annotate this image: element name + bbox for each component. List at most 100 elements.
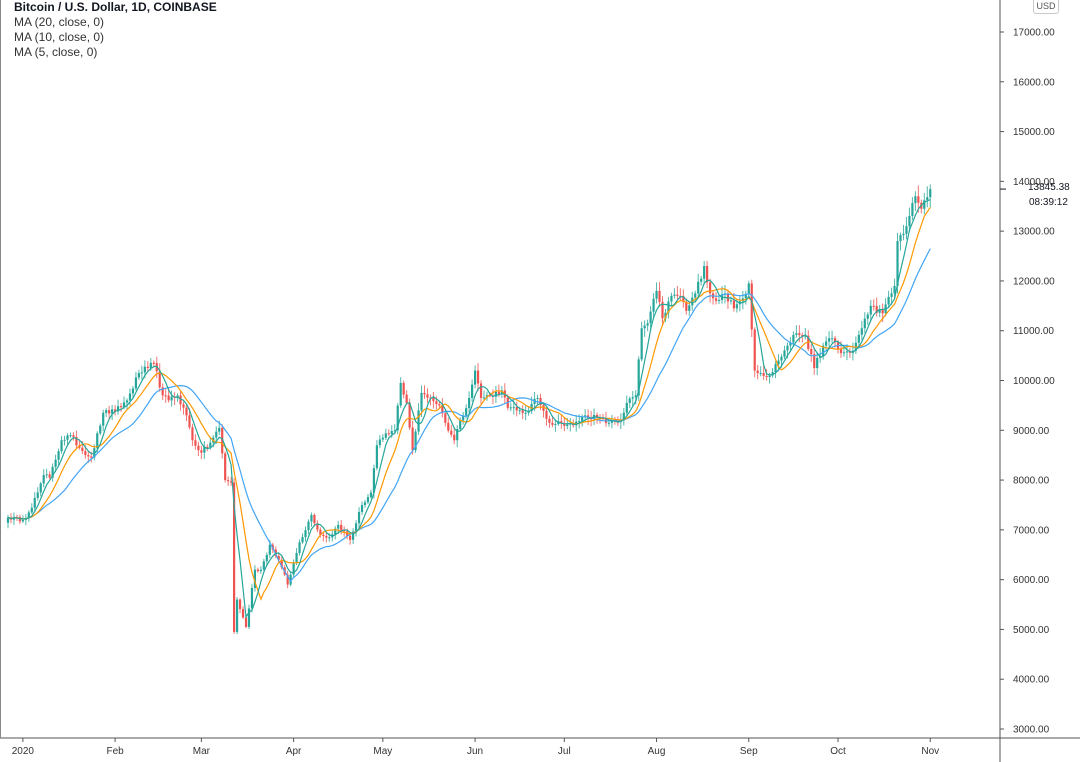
- candle-body: [161, 387, 164, 396]
- candle: [54, 454, 57, 473]
- legend-ma20[interactable]: MA (20, close, 0): [14, 15, 105, 29]
- candle: [426, 388, 429, 403]
- candle-body: [36, 492, 39, 498]
- legend-ma5[interactable]: MA (5, close, 0): [14, 45, 98, 59]
- candle: [369, 489, 373, 499]
- candle-body: [694, 293, 697, 298]
- candle-body: [905, 226, 908, 234]
- candle: [887, 290, 890, 309]
- candle-body: [640, 328, 643, 360]
- candle-body: [366, 497, 370, 503]
- candle: [521, 405, 524, 420]
- candle-body: [250, 587, 254, 609]
- candle: [414, 429, 417, 453]
- currency-button[interactable]: USD: [1033, 0, 1059, 14]
- candle-body: [60, 440, 63, 452]
- candle-body: [902, 233, 905, 236]
- candle: [262, 558, 265, 572]
- candle-body: [402, 382, 405, 395]
- candle-body: [485, 395, 489, 398]
- candle-body: [456, 429, 459, 441]
- candle-body: [134, 377, 138, 389]
- candle-body: [780, 356, 783, 361]
- candle-body: [206, 446, 209, 448]
- candle-body: [578, 421, 581, 423]
- candle: [250, 584, 254, 613]
- candle: [298, 539, 301, 556]
- candle-body: [125, 400, 129, 403]
- candle: [60, 436, 63, 454]
- candle: [765, 369, 768, 381]
- candle-body: [497, 391, 500, 395]
- candle-body: [203, 446, 206, 453]
- candle-body: [75, 436, 78, 446]
- candle-body: [875, 306, 878, 313]
- candle: [238, 598, 242, 614]
- x-tick-label: Jun: [467, 746, 483, 757]
- candle-body: [783, 350, 786, 357]
- candle: [563, 417, 566, 432]
- candle-body: [197, 445, 200, 451]
- candle-body: [581, 416, 584, 422]
- candle-body: [66, 435, 69, 440]
- candles: [6, 184, 932, 635]
- candle-body: [729, 300, 733, 302]
- candle-body: [185, 407, 188, 416]
- y-tick-label: 4000.00: [1013, 675, 1050, 686]
- candle-body: [622, 412, 625, 421]
- candle: [152, 360, 155, 367]
- candle: [717, 295, 721, 304]
- candle: [375, 440, 378, 471]
- candle: [637, 356, 640, 401]
- candle-body: [221, 427, 224, 454]
- y-tick-label: 6000.00: [1013, 575, 1050, 586]
- candle-body: [30, 507, 33, 513]
- candle-body: [658, 290, 661, 302]
- candle: [405, 390, 408, 406]
- candle: [230, 476, 233, 486]
- candle-body: [33, 497, 36, 508]
- candle: [759, 366, 762, 377]
- legend-ma10[interactable]: MA (10, close, 0): [14, 30, 105, 44]
- candle-body: [51, 466, 54, 478]
- candle-body: [360, 504, 364, 512]
- candle-body: [122, 402, 126, 407]
- candle-body: [655, 290, 658, 299]
- candle: [468, 391, 471, 414]
- candle: [509, 402, 512, 412]
- candle-body: [96, 433, 99, 449]
- candle-body: [732, 300, 735, 309]
- x-axis[interactable]: 2020 Feb Mar Apr May Jun Jul Aug Sep Oct Nov: [12, 738, 939, 757]
- candle-body: [774, 364, 777, 373]
- candle: [72, 432, 75, 441]
- x-tick-label: Nov: [921, 746, 939, 757]
- candle-body: [459, 420, 462, 430]
- candle: [911, 197, 914, 221]
- candle-body: [610, 420, 614, 423]
- candle: [286, 570, 289, 589]
- candle: [450, 424, 453, 438]
- candle-body: [923, 200, 926, 209]
- candle: [235, 597, 239, 635]
- candle-body: [262, 561, 265, 570]
- candle-body: [343, 530, 346, 532]
- candle-body: [6, 517, 10, 523]
- candle-body: [524, 412, 527, 414]
- candle-body: [685, 301, 688, 311]
- candle-body: [756, 370, 759, 374]
- candle-body: [750, 283, 753, 330]
- candle-body: [289, 574, 292, 585]
- legend-title[interactable]: Bitcoin / U.S. Dollar, 1D, COINBASE: [14, 0, 217, 14]
- candle-body: [57, 451, 60, 460]
- x-tick-label: Aug: [648, 746, 666, 757]
- candle-body: [625, 402, 628, 413]
- candle-body: [673, 294, 676, 296]
- candle: [411, 420, 414, 455]
- candle: [441, 398, 444, 418]
- candle-body: [84, 451, 87, 456]
- candle-body: [476, 370, 480, 384]
- candle-body: [914, 196, 917, 204]
- y-axis[interactable]: 17000.00 16000.00 15000.00 14000.00 13000.00…: [1000, 28, 1055, 736]
